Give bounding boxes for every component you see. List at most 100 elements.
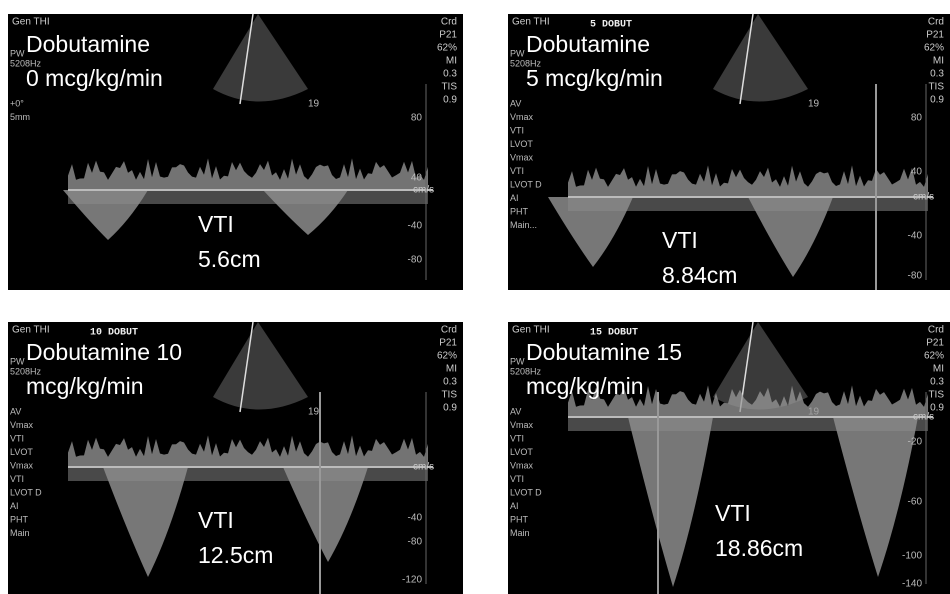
side-info: 0.3 xyxy=(443,377,457,388)
left-info: Vmax xyxy=(10,420,34,430)
vti-label: VTI xyxy=(198,507,234,533)
left-info: VTI xyxy=(10,433,24,443)
side-info: P21 xyxy=(926,338,944,349)
left-info: VTI xyxy=(510,125,524,135)
doppler-image: 19 Gen THI 5 DOBUT Crd P21 62% MI 0.3 TIS 0.9 PW52… xyxy=(510,14,944,290)
side-info: MI xyxy=(446,364,457,375)
left-info: Vmax xyxy=(510,152,534,162)
left-info: Vmax xyxy=(510,112,534,122)
doppler-image: 19 Gen THI 10 DOBUT Crd P21 62% MI 0.3 TIS 0.9 PW5… xyxy=(10,322,457,594)
side-info: P21 xyxy=(439,338,457,349)
left-info: PHT xyxy=(510,514,529,524)
scale-label: 40 xyxy=(911,167,923,178)
cursor-line xyxy=(739,14,754,105)
side-info: 0.3 xyxy=(930,69,944,80)
side-info: 0.9 xyxy=(443,95,457,106)
scale-label: -100 xyxy=(902,551,922,562)
left-info: Main xyxy=(510,528,530,538)
side-info: P21 xyxy=(926,30,944,41)
annotation-line1: Dobutamine 15 xyxy=(526,339,682,365)
spectral-signal xyxy=(568,165,928,197)
left-info: Vmax xyxy=(10,460,34,470)
left-info: AI xyxy=(510,193,519,203)
scale-label: -80 xyxy=(908,271,923,282)
velocity-envelope xyxy=(283,467,368,562)
vti-label: VTI xyxy=(662,227,698,253)
annotation-line1: Dobutamine xyxy=(26,31,150,57)
left-info: VTI xyxy=(510,433,524,443)
velocity-envelope xyxy=(263,190,348,235)
side-info: TIS xyxy=(441,82,457,93)
side-info: Crd xyxy=(928,325,944,336)
cursor-line xyxy=(239,14,254,105)
left-info: 5208Hz xyxy=(10,58,42,68)
side-info: 0.3 xyxy=(930,377,944,388)
scale-label: 40 xyxy=(411,173,423,184)
header: Gen THI xyxy=(512,325,550,336)
left-info: 5mm xyxy=(10,112,30,122)
unit-label: cm/s xyxy=(413,185,434,196)
side-info: TIS xyxy=(441,390,457,401)
depth-label: 19 xyxy=(808,99,820,110)
side-info: P21 xyxy=(439,30,457,41)
side-info: Crd xyxy=(441,17,457,28)
left-info: LVOT D xyxy=(510,487,542,497)
left-info: LVOT xyxy=(10,447,33,457)
left-info: LVOT D xyxy=(510,179,542,189)
protocol: 10 DOBUT xyxy=(90,328,138,339)
left-info: AI xyxy=(510,501,519,511)
side-info: 62% xyxy=(924,351,944,362)
vti-value: 8.84cm xyxy=(662,262,737,288)
side-info: TIS xyxy=(928,390,944,401)
echo-sector xyxy=(713,14,808,102)
unit-label: cm/s xyxy=(913,192,934,203)
side-info: 0.9 xyxy=(930,95,944,106)
side-info: MI xyxy=(933,56,944,67)
left-info: LVOT xyxy=(510,447,533,457)
left-info: AI xyxy=(10,501,19,511)
panel: 19 Gen THI 5 DOBUT Crd P21 62% MI 0.3 TIS 0.9 PW 52… xyxy=(508,14,950,290)
vti-value: 18.86cm xyxy=(715,535,803,561)
side-info: TIS xyxy=(928,82,944,93)
scale-label: -60 xyxy=(908,497,923,508)
velocity-envelope xyxy=(548,197,633,267)
side-info: Crd xyxy=(441,325,457,336)
echo-sector xyxy=(713,322,808,410)
side-info: 0.3 xyxy=(443,69,457,80)
left-info: VTI xyxy=(10,474,24,484)
echo-sector xyxy=(213,14,308,102)
left-info: PHT xyxy=(510,206,529,216)
side-info: 62% xyxy=(924,43,944,54)
left-info: 5208Hz xyxy=(510,366,542,376)
left-info: PW xyxy=(510,356,525,366)
scale-label: 80 xyxy=(411,113,423,124)
header: Gen THI xyxy=(12,17,50,28)
velocity-envelope xyxy=(103,467,188,577)
left-info: Main xyxy=(10,528,30,538)
annotation-line2: 0 mcg/kg/min xyxy=(26,65,163,91)
unit-label: cm/s xyxy=(913,412,934,423)
left-info: 5208Hz xyxy=(10,366,42,376)
scale-label: -80 xyxy=(408,255,423,266)
left-info: VTI xyxy=(510,474,524,484)
scale-label: -40 xyxy=(908,231,923,242)
panel: 19 Gen THI 10 DOBUT Crd P21 62% MI 0.3 TIS 0.9 PW 5… xyxy=(8,322,463,594)
side-info: 0.9 xyxy=(443,403,457,414)
depth-label: 19 xyxy=(308,99,320,110)
annotation-line2: mcg/kg/min xyxy=(26,373,144,399)
left-info: PW xyxy=(510,48,525,58)
velocity-envelope xyxy=(628,417,713,587)
velocity-envelope xyxy=(63,190,148,240)
velocity-envelope xyxy=(748,197,833,277)
left-info: +0° xyxy=(10,98,24,108)
annotation-line1: Dobutamine 10 xyxy=(26,339,182,365)
header: Gen THI xyxy=(512,17,550,28)
vti-label: VTI xyxy=(715,500,751,526)
side-info: Crd xyxy=(928,17,944,28)
left-info: Vmax xyxy=(510,460,534,470)
spectral-noise xyxy=(568,197,928,211)
